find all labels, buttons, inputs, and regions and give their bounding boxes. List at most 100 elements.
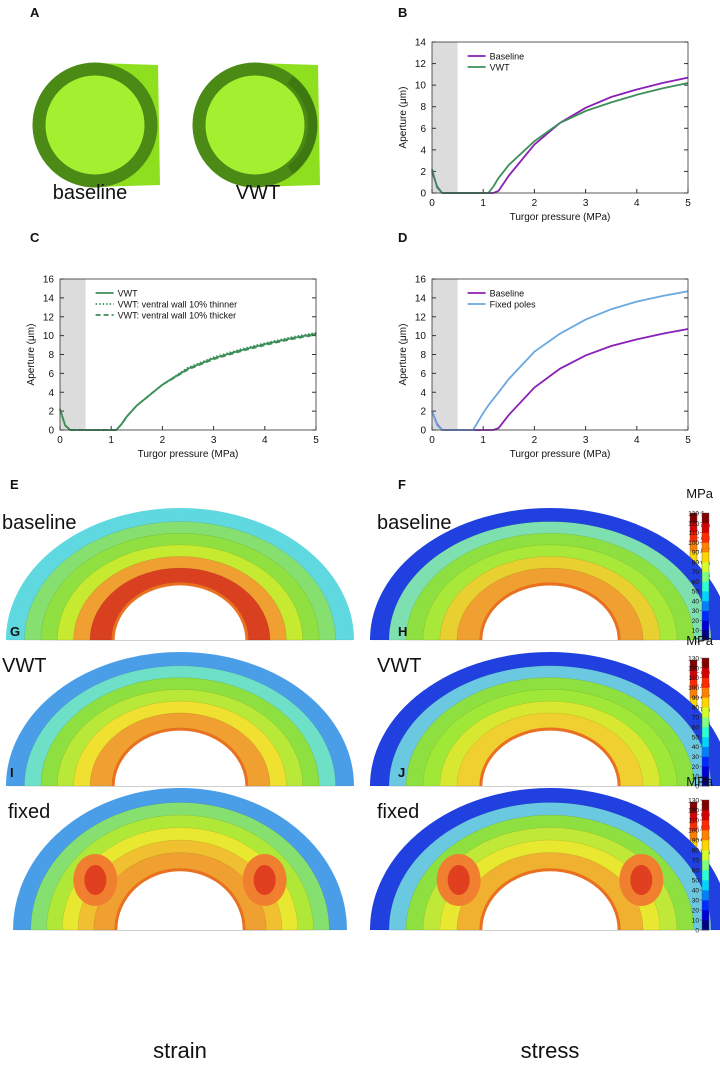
colorbar-tick-label: 30 bbox=[692, 898, 700, 905]
x-tick-label: 0 bbox=[429, 435, 435, 446]
colorbar-segment bbox=[702, 910, 709, 921]
colorbar-tick-label: 0 bbox=[695, 638, 699, 645]
legend-label: Baseline bbox=[490, 52, 525, 62]
shaded-region bbox=[60, 279, 86, 430]
colorbar-tick-label: 80 bbox=[692, 559, 700, 566]
colorbar-tick-label: 30 bbox=[692, 754, 700, 761]
colorbar-tick-label: 10 bbox=[692, 628, 700, 635]
legend-label: Fixed poles bbox=[490, 300, 537, 310]
panel-letter: B bbox=[398, 5, 407, 20]
y-tick-label: 10 bbox=[43, 331, 55, 342]
panel-letter: J bbox=[398, 765, 405, 780]
colorbar-segment bbox=[690, 660, 697, 670]
colorbar-tick-label: 110 bbox=[689, 675, 700, 682]
x-tick-label: 4 bbox=[262, 435, 268, 446]
pore bbox=[114, 730, 246, 786]
colorbar-segment bbox=[702, 880, 709, 891]
pore bbox=[482, 585, 618, 640]
y-tick-label: 14 bbox=[415, 293, 427, 304]
legend-label: Baseline bbox=[490, 289, 525, 299]
y-tick-label: 6 bbox=[48, 369, 54, 380]
y-tick-label: 0 bbox=[48, 426, 54, 437]
footer-label: strain bbox=[153, 1038, 207, 1063]
colorbar-segment bbox=[702, 840, 709, 851]
colorbar-segment bbox=[690, 830, 697, 841]
y-axis-label: Aperture (μm) bbox=[398, 324, 409, 386]
stress-hotspot bbox=[447, 865, 470, 896]
colorbar-segment bbox=[690, 698, 697, 708]
thick-wall bbox=[287, 76, 318, 174]
panel-label: VWT bbox=[377, 655, 421, 677]
colorbar-segment bbox=[690, 802, 697, 812]
colorbar-frame bbox=[701, 799, 710, 931]
y-axis-label: Aperture (μm) bbox=[26, 324, 37, 386]
contour-map bbox=[6, 652, 354, 787]
y-tick-label: 6 bbox=[420, 124, 426, 135]
y-tick-label: 14 bbox=[415, 38, 427, 49]
guard-cell bbox=[32, 62, 158, 188]
colorbar-tick-label: 10 bbox=[692, 918, 700, 925]
colorbar-segment bbox=[702, 697, 709, 708]
legend-label: VWT: ventral wall 10% thinner bbox=[118, 300, 238, 310]
colorbar-tick-label: 130 bbox=[688, 798, 699, 805]
colorbar-segment bbox=[690, 522, 697, 533]
colorbar-tick-label: 120 bbox=[688, 665, 699, 672]
y-tick-label: 12 bbox=[415, 312, 427, 323]
colorbar-tick-label: 30 bbox=[692, 608, 700, 615]
y-tick-label: 2 bbox=[420, 167, 426, 178]
x-tick-label: 2 bbox=[532, 198, 538, 209]
panel-label: fixed bbox=[377, 801, 419, 823]
colorbar-unit: MPa bbox=[686, 633, 714, 648]
x-tick-label: 4 bbox=[634, 198, 640, 209]
colorbar-tick-label: 100 bbox=[688, 685, 699, 692]
colorbar-tick-label: 20 bbox=[692, 618, 700, 625]
plot-frame bbox=[431, 41, 689, 194]
colorbar-segment bbox=[690, 821, 697, 832]
contour-map bbox=[370, 652, 720, 787]
colorbar-tick-label: 130 bbox=[688, 511, 699, 518]
colorbar-segment bbox=[702, 717, 709, 728]
pore bbox=[482, 871, 618, 930]
x-axis-label: Turgor pressure (MPa) bbox=[510, 212, 611, 223]
colorbar-tick-label: 90 bbox=[692, 550, 700, 557]
legend-label: VWT bbox=[118, 289, 138, 299]
colorbar-tick-label: 50 bbox=[692, 589, 700, 596]
x-tick-label: 3 bbox=[583, 198, 589, 209]
contour-map bbox=[13, 788, 347, 931]
x-tick-label: 2 bbox=[160, 435, 166, 446]
contour-map bbox=[370, 508, 720, 641]
colorbar-segment bbox=[702, 532, 709, 543]
colorbar-segment bbox=[690, 541, 697, 552]
colorbar-unit: MPa bbox=[686, 774, 714, 789]
x-tick-label: 5 bbox=[685, 435, 691, 446]
colorbar-segment bbox=[702, 736, 709, 747]
colorbar-tick-label: 40 bbox=[692, 888, 700, 895]
colorbar-frame bbox=[701, 512, 710, 641]
colorbar-tick-label: 60 bbox=[692, 868, 700, 875]
y-tick-label: 12 bbox=[415, 59, 427, 70]
series-line bbox=[59, 333, 317, 431]
panel-letter: D bbox=[398, 230, 407, 245]
colorbar-tick-label: 60 bbox=[692, 579, 700, 586]
colorbar-tick-label: 0 bbox=[695, 928, 699, 935]
x-tick-label: 3 bbox=[583, 435, 589, 446]
colorbar-tick-label: 40 bbox=[692, 598, 700, 605]
stress-hotspot bbox=[253, 865, 276, 896]
x-tick-label: 1 bbox=[108, 435, 114, 446]
x-tick-label: 2 bbox=[532, 435, 538, 446]
colorbar-segment bbox=[702, 900, 709, 911]
stress-hotspot bbox=[630, 865, 653, 896]
plot-frame bbox=[431, 278, 689, 431]
panel-label: baseline bbox=[377, 512, 452, 534]
colorbar-segment bbox=[702, 542, 709, 553]
colorbar-tick-label: 100 bbox=[688, 540, 699, 547]
series-line bbox=[431, 76, 689, 194]
panel-label: baseline bbox=[53, 182, 128, 204]
panel-letter: E bbox=[10, 477, 19, 492]
colorbar-segment bbox=[702, 746, 709, 757]
x-tick-label: 5 bbox=[685, 198, 691, 209]
colorbar-tick-label: 10 bbox=[692, 774, 700, 781]
footer-label: stress bbox=[521, 1038, 580, 1063]
panel-letter: A bbox=[30, 5, 40, 20]
